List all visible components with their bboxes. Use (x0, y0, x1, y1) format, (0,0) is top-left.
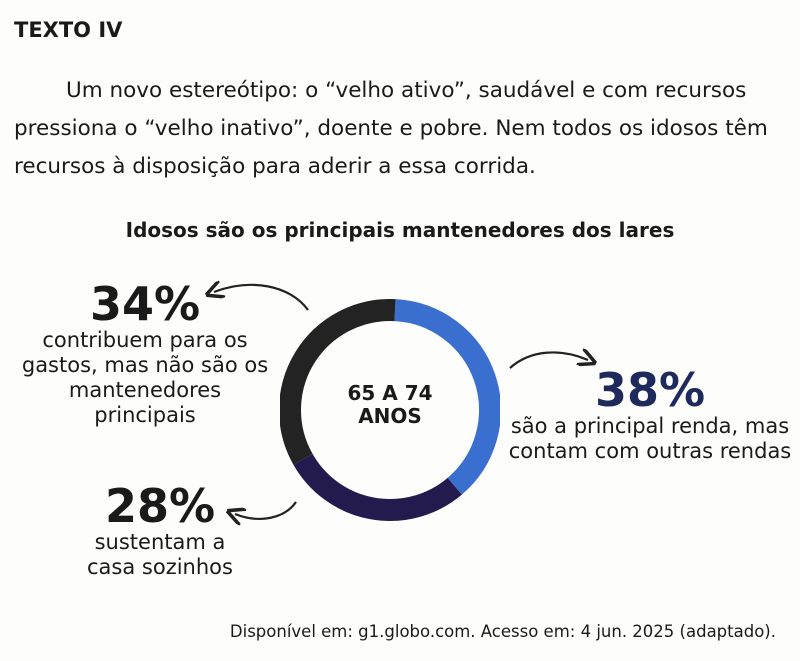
description: são a principal renda, mas contam com ou… (508, 414, 792, 463)
paragraph-text: Um novo estereótipo: o “velho ativo”, sa… (14, 78, 768, 179)
arrow-28 (235, 501, 297, 519)
text-label: TEXTO IV (14, 18, 123, 42)
description: contribuem para os gastos, mas não são o… (21, 328, 269, 427)
donut-slice-34 (280, 299, 396, 465)
donut-chart (280, 299, 500, 521)
paragraph: Um novo estereótipo: o “velho ativo”, sa… (14, 72, 794, 186)
annotation-38: 38% são a principal renda, mas contam co… (500, 366, 800, 464)
arrow-34 (214, 285, 309, 311)
description: sustentam a casa sozinhos (87, 530, 233, 579)
source-citation: Disponível em: g1.globo.com. Acesso em: … (229, 622, 776, 641)
center-line-2: ANOS (358, 404, 422, 428)
donut-slice-28 (293, 453, 462, 521)
annotation-28: 28% sustentam a casa sozinhos (70, 482, 250, 580)
donut-slice-38 (394, 299, 500, 495)
annotation-34: 34% contribuem para os gastos, mas não s… (20, 280, 270, 428)
arrow-38 (509, 352, 588, 369)
value-label: 38% (594, 363, 706, 417)
center-line-1: 65 A 74 (347, 381, 433, 405)
chart-title: Idosos são os principais mantenedores do… (125, 218, 675, 242)
value-label: 34% (89, 277, 201, 331)
value-label: 28% (104, 479, 216, 533)
donut-center-label: 65 A 74 ANOS (330, 382, 450, 428)
